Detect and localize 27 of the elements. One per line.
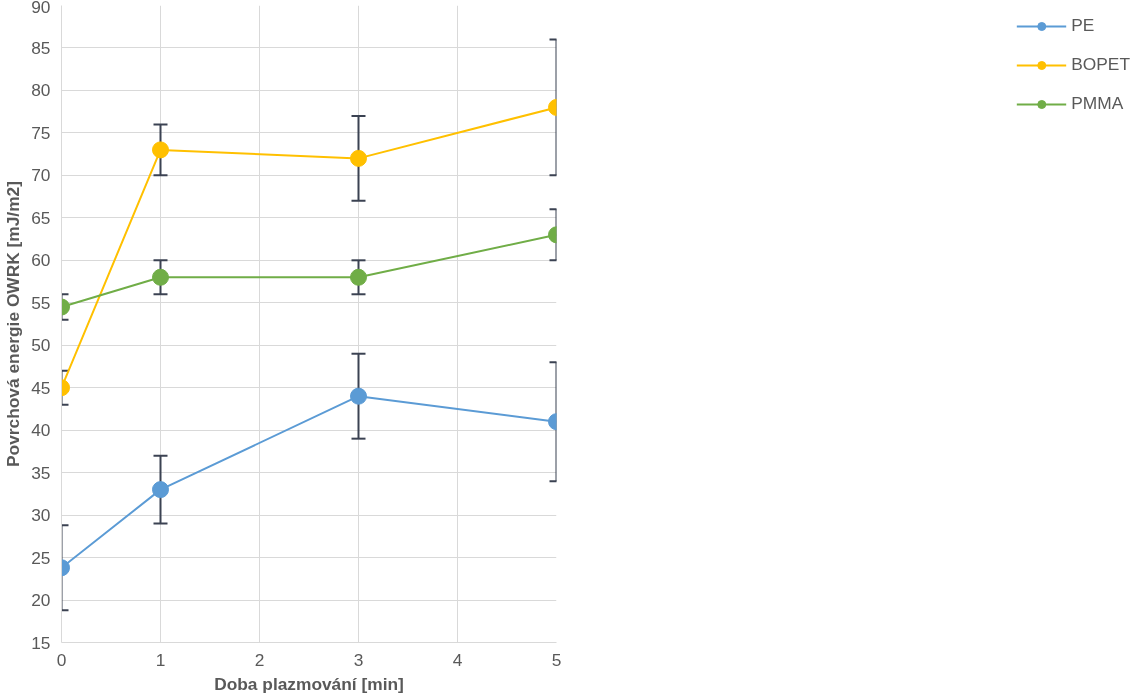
y-tick-label: 55 xyxy=(31,292,51,313)
y-tick-label: 75 xyxy=(31,122,51,143)
y-tick-label: 90 xyxy=(31,0,51,17)
legend-label: PE xyxy=(1071,15,1095,36)
y-tick-label: 35 xyxy=(31,462,51,483)
y-tick-label: 20 xyxy=(31,590,51,611)
y-tick-label: 60 xyxy=(31,250,51,271)
x-tick-label: 0 xyxy=(56,649,67,670)
y-tick-label: 30 xyxy=(31,505,51,526)
y-tick-label: 50 xyxy=(31,335,51,356)
y-tick-label: 65 xyxy=(31,207,51,228)
x-tick-label: 4 xyxy=(452,649,463,670)
y-tick-label: 45 xyxy=(31,377,51,398)
x-tick-label: 3 xyxy=(353,649,364,670)
y-tick-label: 70 xyxy=(31,165,51,186)
y-tick-label: 40 xyxy=(31,420,51,441)
y-tick-label: 25 xyxy=(31,547,51,568)
y-tick-label: 85 xyxy=(31,37,51,58)
x-axis-title: Doba plazmování [min] xyxy=(214,673,404,694)
legend-label: BOPET xyxy=(1071,54,1130,75)
y-tick-label: 80 xyxy=(31,80,51,101)
x-tick-label: 5 xyxy=(551,649,562,670)
legend-label: PMMA xyxy=(1071,93,1124,114)
y-tick-label: 15 xyxy=(31,632,51,653)
x-tick-label: 2 xyxy=(254,649,265,670)
x-tick-label: 1 xyxy=(155,649,166,670)
y-axis-title: Povrchová energie OWRK [mJ/m2] xyxy=(3,181,24,467)
